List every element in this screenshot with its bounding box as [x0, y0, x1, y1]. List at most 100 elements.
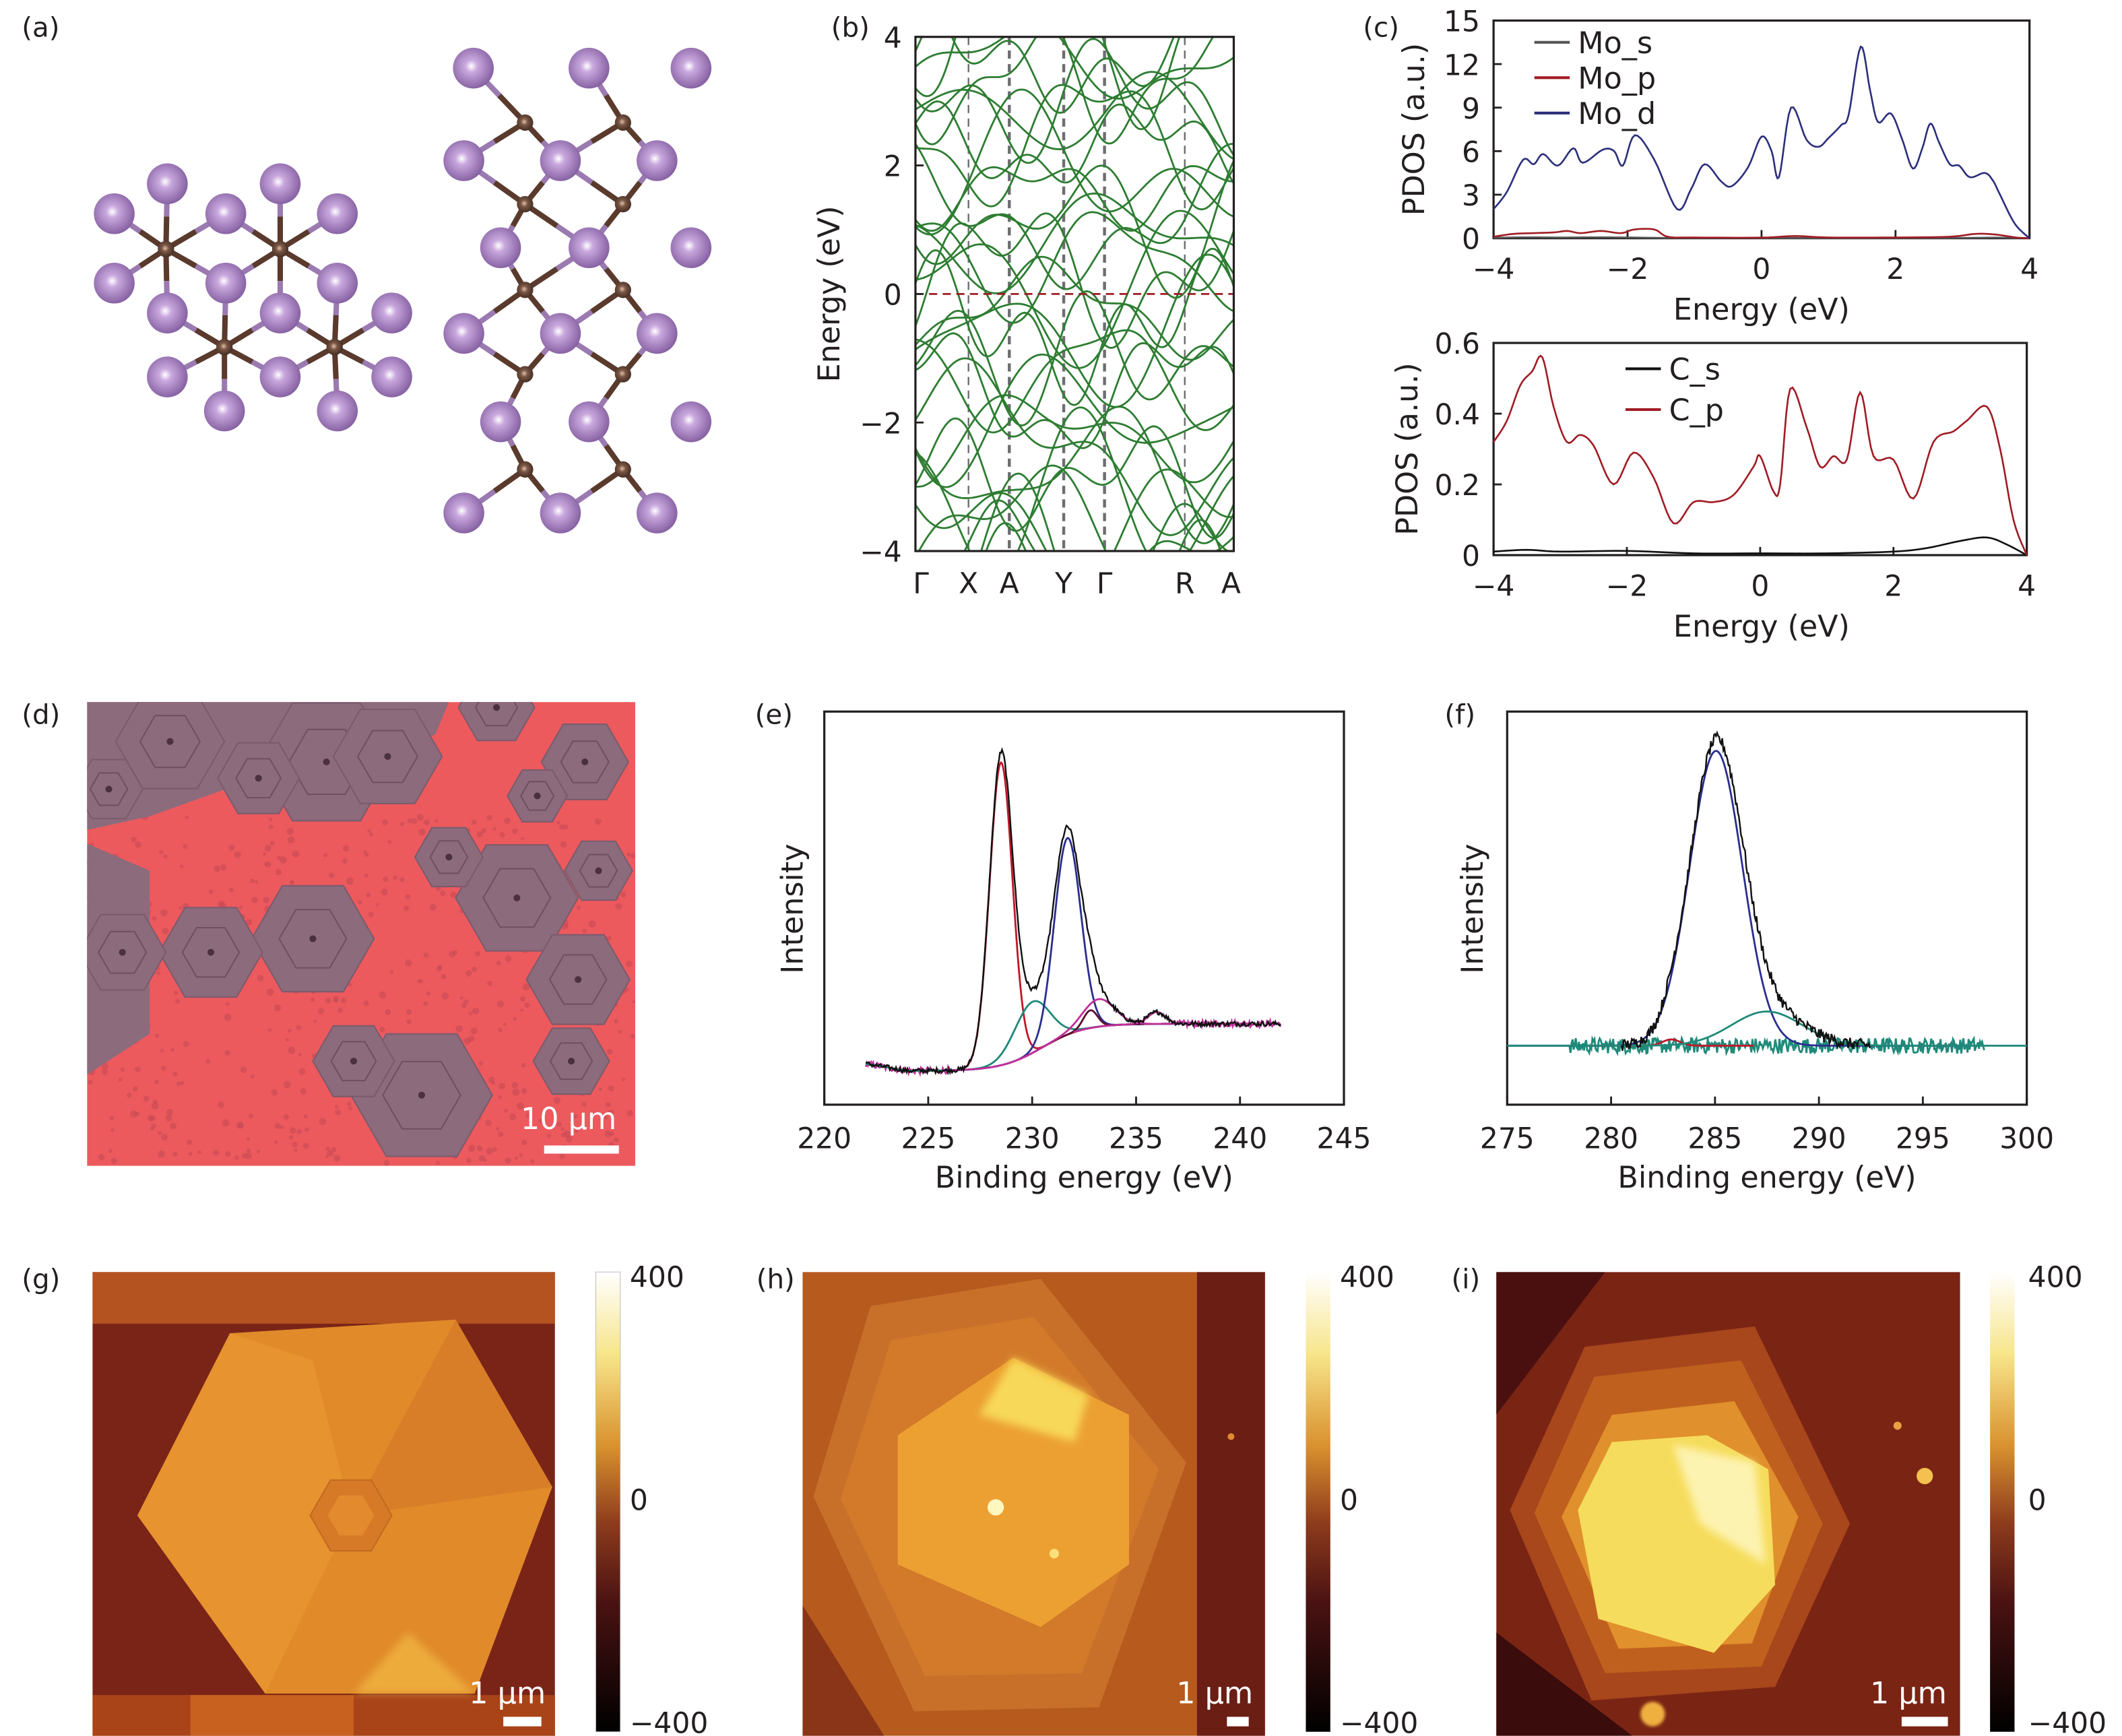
energy-band — [915, 210, 1234, 369]
energy-band — [915, 394, 1234, 488]
texture-dot — [110, 1157, 117, 1164]
g-colorbar-mid: 0 — [630, 1484, 648, 1517]
texture-dot — [496, 1000, 504, 1008]
large-atom — [569, 47, 610, 89]
texture-dot — [598, 1087, 602, 1091]
texture-dot — [480, 828, 486, 833]
texture-dot — [287, 1029, 292, 1033]
texture-dot — [156, 971, 161, 975]
small-atom — [158, 240, 174, 257]
x-tick-label: 225 — [901, 1122, 955, 1155]
large-atom — [569, 227, 610, 269]
texture-dot — [505, 955, 512, 962]
x-tick-label: 300 — [1999, 1122, 2054, 1155]
texture-dot — [154, 1033, 160, 1038]
afm-particle — [1893, 1421, 1902, 1430]
texture-dot — [519, 996, 525, 1002]
texture-dot — [248, 1113, 253, 1119]
texture-dot — [218, 1101, 224, 1108]
k-point-label: Γ — [1097, 567, 1113, 600]
texture-dot — [298, 1052, 302, 1056]
texture-dot — [183, 1041, 189, 1048]
afm-bright-region — [979, 1357, 1089, 1442]
texture-dot — [298, 1068, 306, 1075]
flake-nucleus — [595, 867, 602, 874]
hexagonal-flake — [87, 759, 144, 820]
texture-dot — [573, 1114, 578, 1119]
texture-dot — [88, 1080, 93, 1085]
texture-dot — [268, 824, 274, 830]
energy-band — [915, 332, 1234, 449]
texture-dot — [399, 877, 405, 882]
y-tick-label: 15 — [1444, 5, 1480, 38]
panel-label-c: (c) — [1363, 12, 1399, 44]
texture-dot — [160, 1048, 164, 1053]
texture-dot — [151, 1102, 159, 1110]
texture-dot — [516, 1102, 524, 1110]
flake-step — [139, 715, 201, 769]
large-atom — [205, 193, 247, 234]
texture-dot — [364, 873, 368, 878]
large-atom — [147, 163, 188, 205]
texture-dot — [435, 1161, 441, 1165]
texture-dot — [284, 1081, 291, 1089]
texture-dot — [333, 1155, 341, 1162]
k-point-label: A — [1000, 567, 1019, 600]
texture-dot — [263, 897, 270, 903]
large-atom — [670, 47, 712, 89]
texture-dot — [423, 1001, 428, 1006]
afm-image-i — [1496, 1272, 1960, 1736]
texture-dot — [562, 824, 569, 830]
texture-dot — [379, 1027, 385, 1033]
texture-dot — [404, 959, 412, 967]
texture-dot — [110, 1128, 115, 1132]
texture-dot — [609, 1131, 614, 1136]
flake-nucleus — [534, 792, 541, 800]
large-atom — [205, 262, 247, 304]
texture-dot — [98, 1153, 105, 1161]
texture-dot — [468, 1011, 473, 1016]
texture-dot — [613, 1137, 619, 1143]
afm-particle — [1049, 1549, 1059, 1559]
large-atom — [540, 140, 581, 181]
h-scalebar-label: 1 µm — [1176, 1676, 1253, 1710]
y-tick-label: 9 — [1462, 92, 1480, 125]
texture-dot — [367, 829, 371, 833]
texture-dot — [208, 889, 214, 894]
large-atom — [569, 401, 610, 443]
texture-dot — [606, 936, 612, 941]
g-colorbar-max: 400 — [630, 1260, 684, 1293]
texture-dot — [313, 1019, 317, 1023]
k-point-label: R — [1175, 567, 1194, 600]
flake-nucleus — [384, 752, 391, 760]
texture-dot — [342, 858, 348, 864]
large-atom — [147, 356, 188, 397]
small-atom — [216, 339, 233, 356]
texture-dot — [521, 837, 525, 841]
flake-nucleus — [581, 758, 589, 766]
texture-dot — [161, 1134, 168, 1140]
flake-step — [579, 854, 618, 888]
texture-dot — [154, 1079, 160, 1085]
b-ylabel: Energy (eV) — [812, 205, 847, 382]
series-line-Mo_p — [1493, 228, 2030, 239]
x-tick-label: 230 — [1005, 1122, 1060, 1155]
afm-center-hexagon — [327, 1495, 375, 1536]
texture-dot — [337, 1007, 344, 1013]
texture-dot — [245, 919, 253, 926]
energy-band — [915, 211, 1234, 324]
texture-dot — [463, 999, 469, 1004]
texture-dot — [241, 1153, 247, 1159]
fit-peak — [1507, 1010, 2027, 1047]
h-scalebar — [1227, 1716, 1249, 1727]
y-tick-label: 0 — [1462, 540, 1480, 573]
texture-dot — [383, 1159, 390, 1166]
texture-dot — [389, 969, 394, 974]
texture-dot — [470, 1027, 478, 1035]
texture-dot — [626, 852, 631, 857]
texture-dot — [564, 923, 569, 928]
texture-dot — [160, 1065, 166, 1071]
texture-dot — [399, 821, 405, 827]
texture-dot — [302, 1143, 309, 1149]
plot-frame — [1506, 710, 2028, 1106]
